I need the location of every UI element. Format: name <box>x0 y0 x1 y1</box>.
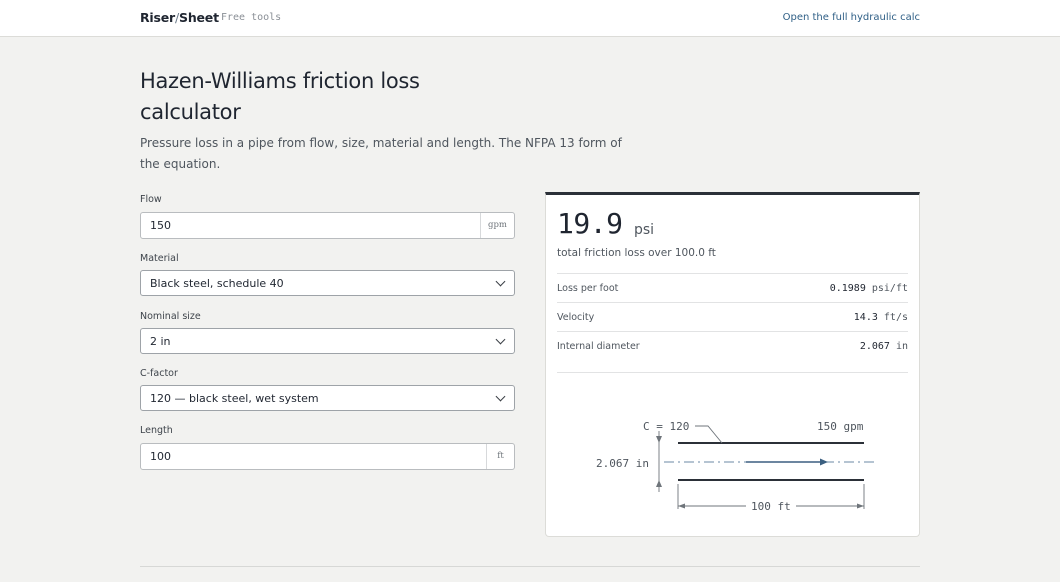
diameter-arrow-bottom-icon <box>656 480 662 487</box>
internal-diameter-value: 2.067 <box>859 341 890 352</box>
velocity-unit: ft/s <box>883 312 908 323</box>
material-value: Black steel, schedule 40 <box>150 277 284 290</box>
diameter-label: 2.067 in <box>596 457 649 470</box>
diameter-arrow-top-icon <box>656 436 662 443</box>
length-value: 100 <box>150 450 171 463</box>
length-label: 100 ft <box>751 500 791 513</box>
c-factor-leader <box>695 425 723 444</box>
flow-label: 150 gpm <box>817 420 864 433</box>
internal-diameter-unit: in <box>895 341 908 352</box>
material-select[interactable]: Black steel, schedule 40 <box>140 270 515 296</box>
flow-unit: gpm <box>480 213 514 238</box>
length-label: Length <box>140 425 173 436</box>
result-row-value: 14.3 ft/s <box>854 312 908 323</box>
length-unit: ft <box>486 444 514 469</box>
chevron-down-icon <box>495 391 506 402</box>
velocity-value: 14.3 <box>853 312 878 323</box>
brand-tag: Free tools <box>221 12 282 23</box>
brand-left: Riser <box>140 10 175 25</box>
total-loss-value: 19.9 <box>557 207 623 240</box>
result-row-label: Velocity <box>557 312 595 323</box>
full-calc-link[interactable]: Open the full hydraulic calc <box>782 12 920 23</box>
c-factor-label: C = 120 <box>643 420 689 433</box>
result-card: 19.9 psi total friction loss over 100.0 … <box>545 192 920 537</box>
brand-right: Sheet <box>179 10 219 25</box>
loss-per-foot-value: 0.1989 <box>829 283 866 294</box>
bottom-divider <box>140 566 920 567</box>
length-arrow-left-icon <box>678 503 685 509</box>
total-loss-summary: total friction loss over 100.0 ft <box>557 247 716 259</box>
size-label: Nominal size <box>140 311 201 322</box>
flow-arrow-icon <box>820 458 828 466</box>
cfactor-select[interactable]: 120 — black steel, wet system <box>140 385 515 411</box>
brand-logo[interactable]: Riser/Sheet <box>140 10 219 25</box>
result-row-loss-per-foot: Loss per foot 0.1989 psi/ft <box>557 273 908 302</box>
cfactor-value: 120 — black steel, wet system <box>150 392 319 405</box>
diagram-divider <box>557 372 908 373</box>
cfactor-label: C-factor <box>140 368 178 379</box>
pipe-diagram: C = 120 150 gpm 2.067 in 100 ft <box>596 420 876 513</box>
result-row-value: 2.067 in <box>860 341 908 352</box>
material-label: Material <box>140 253 179 264</box>
page-title: Hazen-Williams friction loss calculator <box>140 69 420 124</box>
brand-slash: / <box>175 10 180 25</box>
result-row-value: 0.1989 psi/ft <box>830 283 908 294</box>
result-row-label: Loss per foot <box>557 283 619 294</box>
flow-label: Flow <box>140 194 162 205</box>
size-select[interactable]: 2 in <box>140 328 515 354</box>
chevron-down-icon <box>495 334 506 345</box>
result-row-internal-diameter: Internal diameter 2.067 in <box>557 331 908 360</box>
size-value: 2 in <box>150 335 171 348</box>
page-subtitle: Pressure loss in a pipe from flow, size,… <box>140 136 622 171</box>
flow-value: 150 <box>150 219 171 232</box>
total-loss-unit: psi <box>634 222 655 238</box>
length-input[interactable]: 100 ft <box>140 443 515 470</box>
chevron-down-icon <box>495 276 506 287</box>
length-arrow-right-icon <box>857 503 864 509</box>
result-row-velocity: Velocity 14.3 ft/s <box>557 302 908 331</box>
flow-input[interactable]: 150 gpm <box>140 212 515 239</box>
top-bar: Riser/Sheet Free tools Open the full hyd… <box>0 0 1060 37</box>
loss-per-foot-unit: psi/ft <box>871 283 908 294</box>
result-row-label: Internal diameter <box>557 341 640 352</box>
